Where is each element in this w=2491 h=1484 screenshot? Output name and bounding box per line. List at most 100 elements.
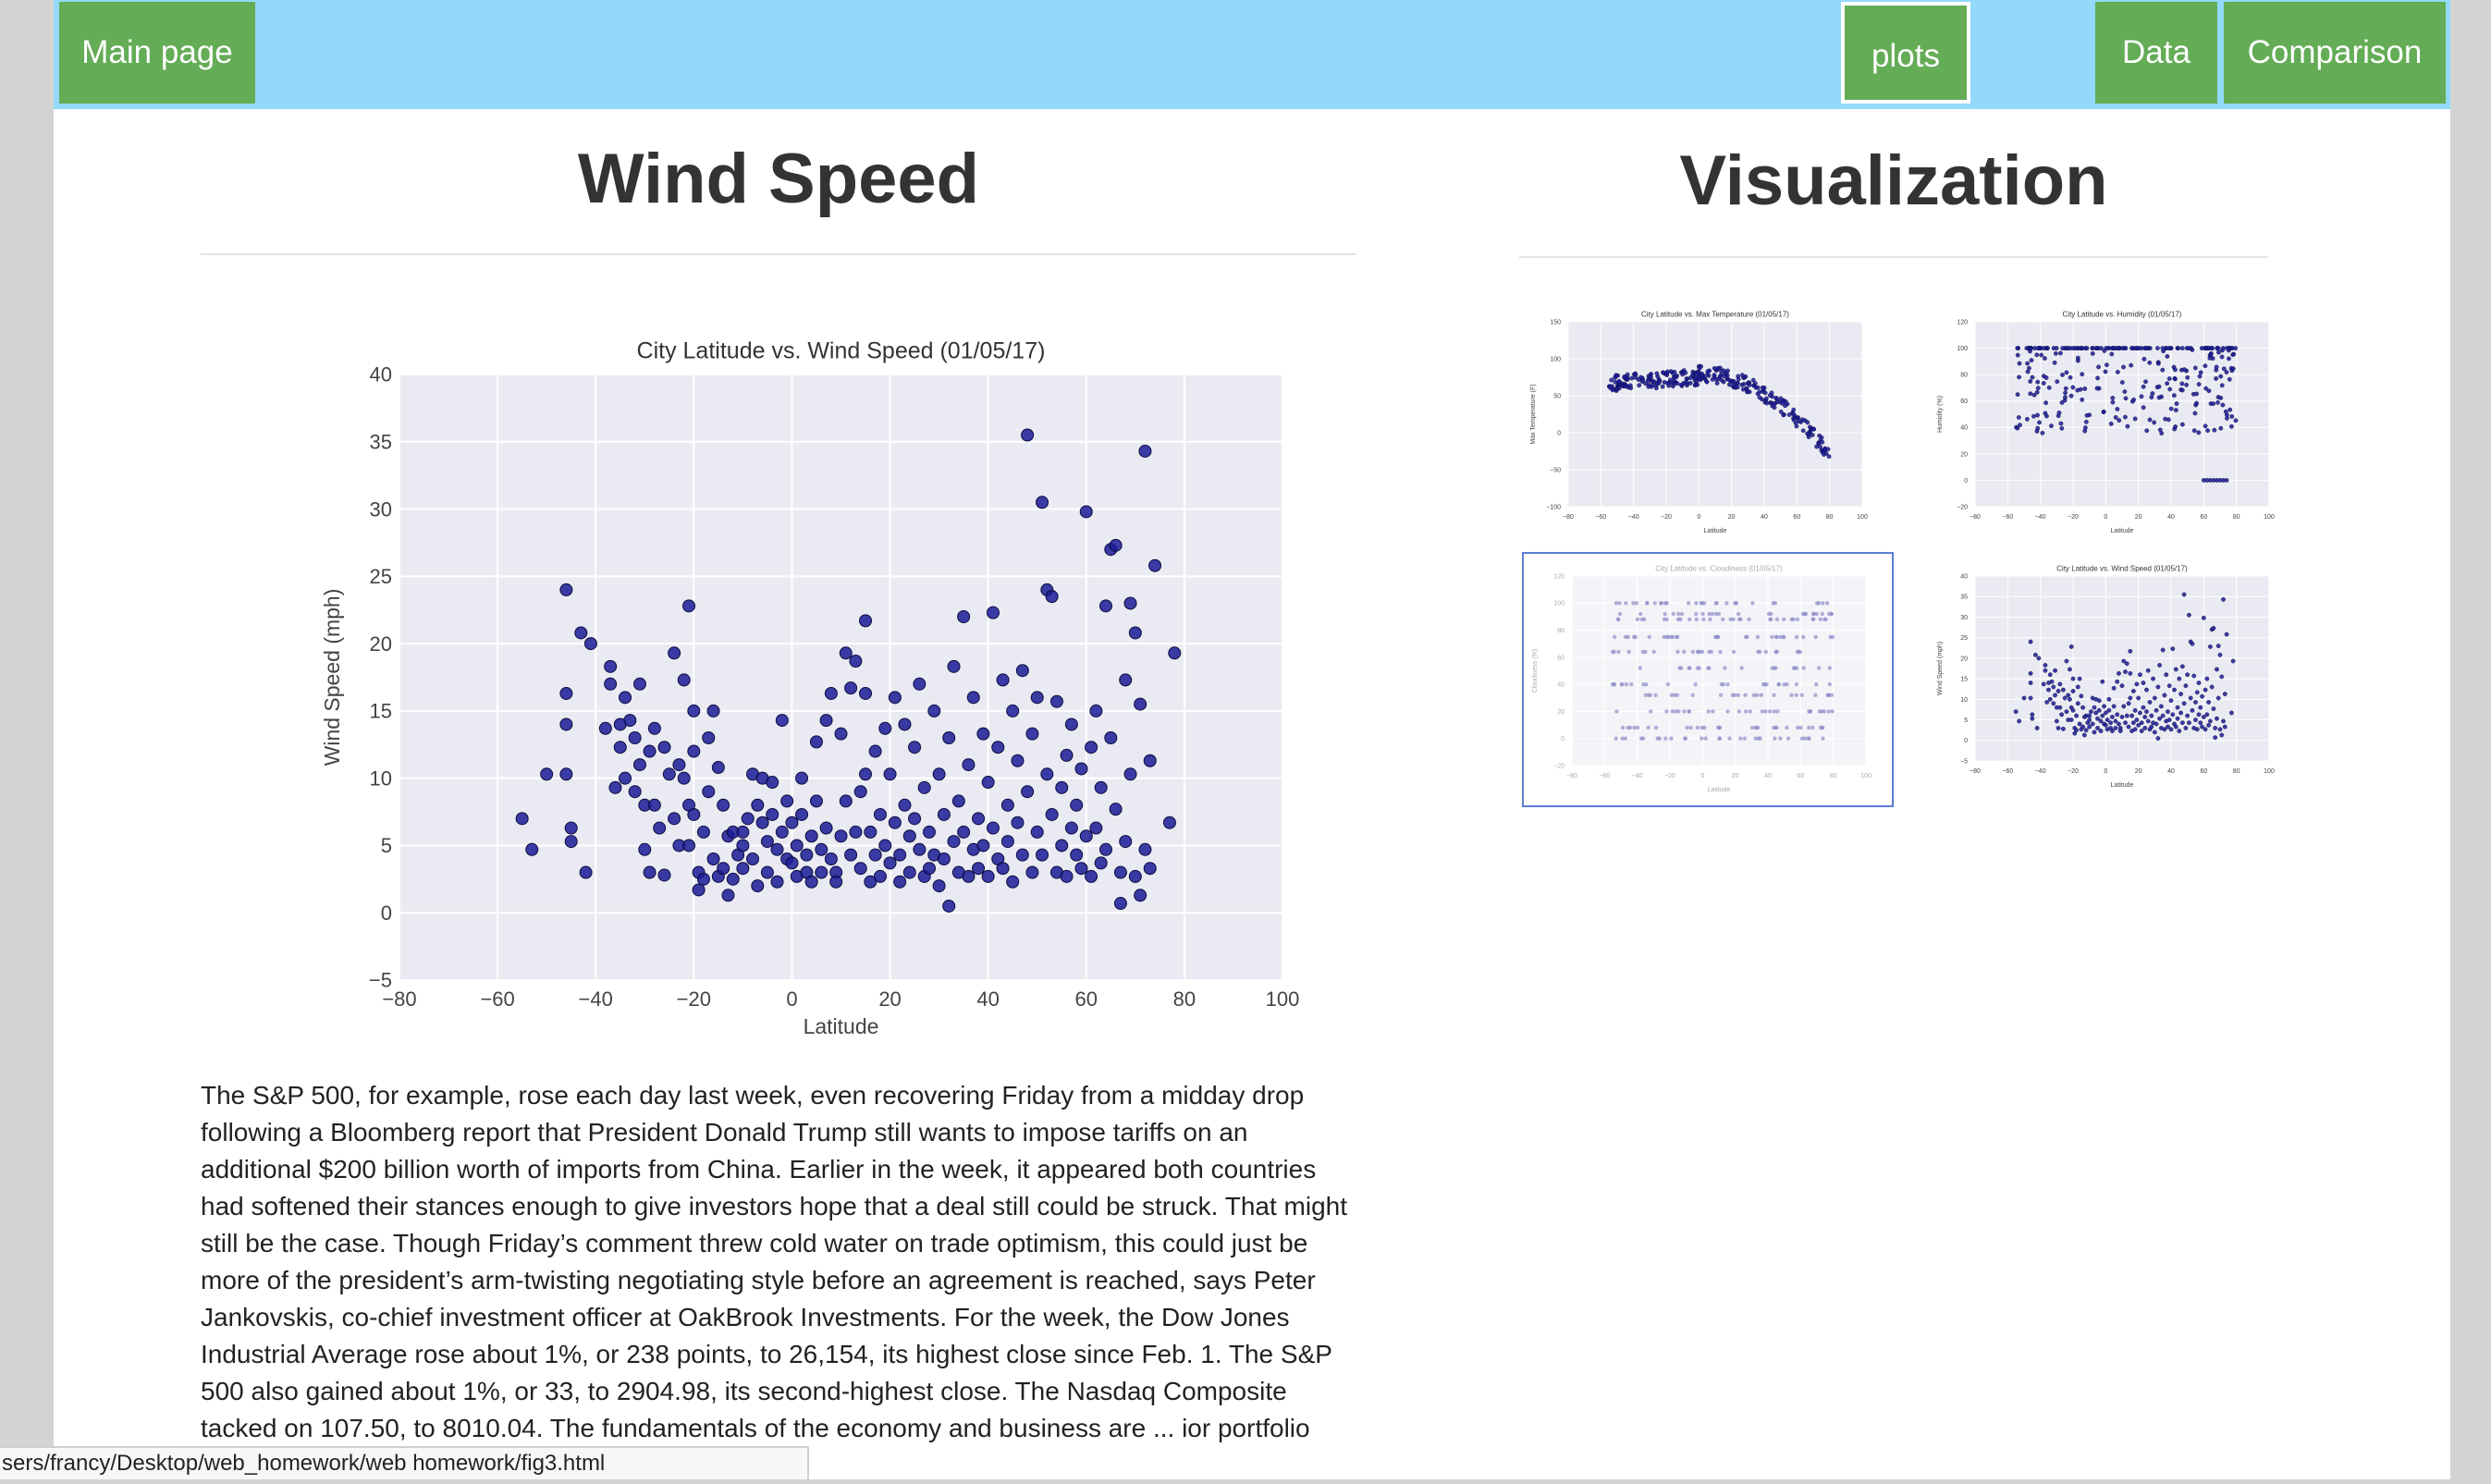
data-point: [942, 899, 956, 913]
y-tick-label: 0: [381, 901, 392, 925]
data-point: [2215, 644, 2221, 648]
data-point: [2159, 431, 2165, 435]
data-point: [1796, 725, 1800, 730]
data-point: [1074, 862, 1088, 876]
data-point: [2154, 721, 2159, 727]
data-point: [790, 839, 804, 852]
thumbnail-max-temperature[interactable]: −80 −60 −40 −20 0 20 40 60 80 100 −100 −50 0 50 100 150…: [1522, 305, 1892, 544]
data-point: [682, 839, 696, 852]
data-point: [2175, 705, 2180, 710]
data-point: [2059, 712, 2065, 717]
chart-title: City Latitude vs. Wind Speed (01/05/17): [2056, 564, 2188, 572]
data-point: [2083, 728, 2089, 733]
data-point: [1085, 741, 1098, 754]
data-point: [2177, 729, 2182, 733]
data-point: [981, 776, 995, 790]
data-point: [2144, 428, 2150, 434]
data-point: [2080, 705, 2086, 710]
plots-button[interactable]: plots: [1841, 2, 1970, 104]
data-point: [2130, 689, 2136, 693]
data-point: [2190, 641, 2195, 646]
data-point: [2132, 707, 2138, 713]
thumbnail-humidity[interactable]: −80 −60 −40 −20 0 20 40 60 80 100 −20 0 20 40 60 80 100 1…: [1929, 305, 2299, 544]
data-point: [1609, 377, 1614, 383]
data-point: [2215, 667, 2219, 672]
data-point: [1119, 673, 1133, 687]
data-point: [1631, 634, 1637, 640]
data-point: [2056, 411, 2062, 415]
data-point: [1123, 596, 1137, 610]
data-point: [1626, 725, 1630, 730]
data-point: [1094, 856, 1108, 870]
data-point: [2205, 428, 2210, 434]
data-point: [1757, 649, 1762, 655]
data-point: [2096, 707, 2102, 713]
data-point: [1820, 449, 1825, 455]
data-point: [2207, 718, 2213, 724]
data-point: [1663, 611, 1667, 617]
data-points: [2013, 592, 2236, 741]
data-point: [579, 865, 593, 879]
data-point: [2053, 350, 2058, 356]
data-point: [1816, 666, 1822, 670]
data-point: [2039, 352, 2044, 358]
data-point: [1724, 601, 1729, 606]
data-point: [1814, 444, 1820, 449]
data-point: [564, 821, 578, 835]
data-point: [2037, 420, 2042, 425]
data-point: [2096, 364, 2101, 370]
data-point: [2220, 348, 2225, 353]
data-point: [1664, 371, 1669, 376]
data-point: [2052, 360, 2057, 365]
data-point: [2203, 727, 2208, 732]
data-point: [2155, 736, 2161, 741]
data-point: [1713, 611, 1719, 617]
x-tick-label: 0: [2104, 514, 2107, 521]
data-point: [2200, 724, 2204, 730]
y-tick-label: 30: [370, 497, 392, 521]
data-point: [1755, 693, 1760, 698]
data-point: [2044, 700, 2050, 705]
data-point: [2166, 717, 2172, 722]
thumbnail-wind-speed[interactable]: −80 −60 −40 −20 0 20 40 60 80 100 −5 0 5 10 15 20 25 30 35…: [1929, 559, 2299, 798]
data-point: [1673, 693, 1677, 698]
data-point: [2074, 728, 2079, 733]
data-point: [1641, 681, 1646, 687]
data-point: [1690, 649, 1696, 655]
data-point: [1810, 611, 1816, 617]
data-point: [1799, 736, 1805, 741]
data-point: [1070, 798, 1084, 812]
data-point: [1006, 875, 1020, 889]
thumbnail-cloudiness[interactable]: −80 −60 −40 −20 0 20 40 60 80 100 −20 0 20 40 60 80 100 1…: [1522, 552, 1894, 807]
data-point: [1734, 601, 1738, 606]
data-button[interactable]: Data: [2095, 2, 2217, 104]
data-point: [2141, 705, 2146, 710]
x-axis-label: Latitude: [1708, 787, 1731, 793]
data-point: [2203, 363, 2208, 369]
data-point: [1049, 694, 1063, 708]
data-point: [1707, 611, 1712, 617]
data-point: [1099, 842, 1112, 856]
tick-labels: −80 −60 −40 −20 0 20 40 60 80 100 −20 0 20 40 60 80 100 1…: [1957, 319, 2275, 521]
data-point: [2227, 376, 2232, 382]
data-point: [2024, 416, 2030, 422]
comparison-button[interactable]: Comparison: [2224, 2, 2446, 104]
data-point: [619, 771, 632, 785]
data-point: [2106, 346, 2112, 350]
data-point: [1707, 368, 1712, 374]
main-page-button[interactable]: Main page: [59, 2, 255, 104]
data-point: [2028, 670, 2033, 676]
data-point: [2030, 716, 2035, 721]
data-point: [2198, 705, 2203, 710]
data-point: [657, 868, 671, 882]
x-tick-label: −20: [677, 987, 711, 1011]
data-point: [717, 798, 730, 812]
data-point: [2207, 355, 2213, 361]
data-point: [2129, 346, 2134, 350]
data-point: [1614, 736, 1618, 741]
data-point: [962, 869, 976, 883]
data-point: [1640, 736, 1646, 741]
data-point: [1671, 634, 1675, 640]
data-point: [1763, 649, 1769, 655]
data-point: [2162, 727, 2167, 732]
